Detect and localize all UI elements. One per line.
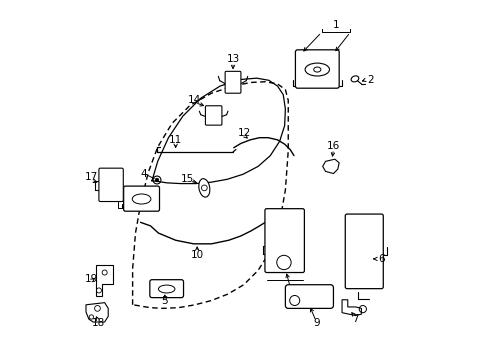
Polygon shape [322,159,339,174]
Text: 12: 12 [237,128,251,138]
Text: 6: 6 [377,254,384,264]
Ellipse shape [199,179,209,197]
Ellipse shape [289,296,299,306]
Circle shape [155,178,159,182]
FancyBboxPatch shape [345,214,383,289]
FancyBboxPatch shape [224,71,241,93]
Ellipse shape [313,67,320,72]
Text: 13: 13 [226,54,239,64]
Text: 9: 9 [312,319,319,328]
Polygon shape [341,300,361,316]
Polygon shape [96,265,113,296]
FancyBboxPatch shape [205,106,222,125]
Ellipse shape [305,63,329,76]
Text: 18: 18 [91,319,104,328]
Text: 4: 4 [140,169,146,179]
Text: 17: 17 [84,172,98,182]
Text: 16: 16 [326,141,339,151]
Ellipse shape [158,285,175,293]
FancyBboxPatch shape [264,209,304,273]
FancyBboxPatch shape [149,280,183,298]
Text: 10: 10 [190,250,203,260]
Text: 7: 7 [352,314,358,324]
FancyBboxPatch shape [99,168,123,202]
Ellipse shape [132,194,151,204]
FancyBboxPatch shape [295,50,339,88]
Text: 19: 19 [84,274,98,284]
Text: 8: 8 [290,299,297,309]
FancyBboxPatch shape [285,285,333,309]
Ellipse shape [350,76,358,82]
Text: 14: 14 [187,95,201,105]
Text: 2: 2 [366,75,373,85]
Text: 15: 15 [181,174,194,184]
FancyBboxPatch shape [123,186,159,211]
Text: 1: 1 [332,20,339,30]
Text: 11: 11 [169,135,182,145]
Polygon shape [86,303,108,322]
Text: 5: 5 [161,296,168,306]
Text: 3: 3 [115,184,122,194]
